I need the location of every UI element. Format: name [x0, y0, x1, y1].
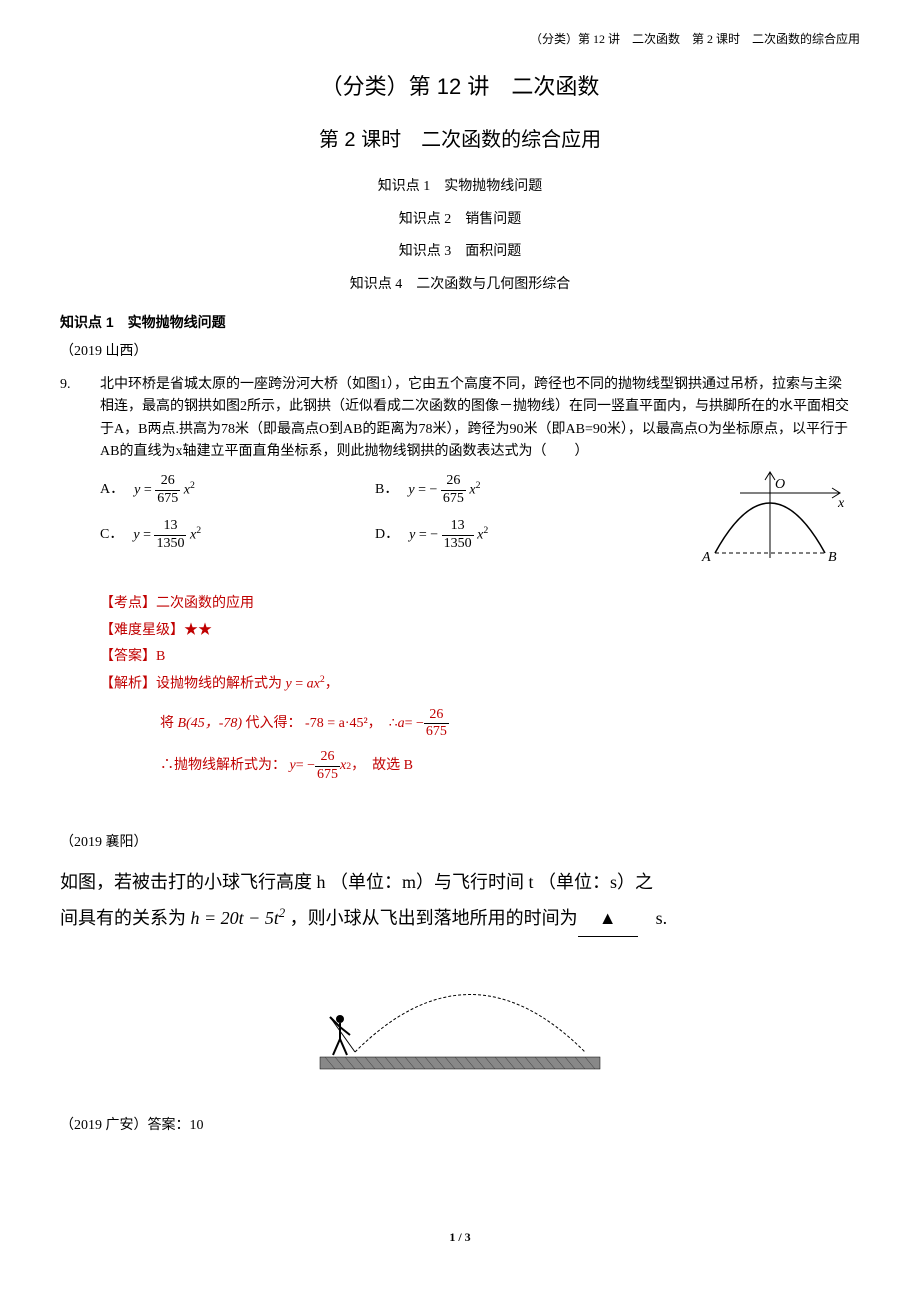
choice-c-num: 13	[154, 518, 186, 536]
xiangyang-line2-end: s.	[656, 908, 668, 928]
jiexi-eq1-mid: 代入得：	[246, 713, 302, 735]
golf-image	[60, 957, 860, 1085]
main-title: （分类）第 12 讲 二次函数	[60, 69, 860, 104]
solution-math: 将 B(45，-78) 代入得： -78 = a·45²， ∴ a = − 26…	[160, 707, 860, 784]
source-xiangyang: （2019 襄阳）	[60, 832, 860, 854]
problem-9-text: 北中环桥是省城太原的一座跨汾河大桥（如图1），它由五个高度不同，跨径也不同的抛物…	[100, 374, 850, 464]
daan: 【答案】B	[100, 646, 860, 668]
jiexi-eq1-post: ∴	[389, 713, 398, 735]
nandu: 【难度星级】★★	[100, 620, 860, 642]
graph-label-x: x	[837, 496, 845, 511]
choice-c: C． y = 131350 x2	[100, 518, 375, 553]
xiangyang-line2-pre: 间具有的关系为	[60, 908, 186, 928]
choice-d: D． y = − 131350 x2	[375, 518, 650, 553]
graph-label-o: O	[775, 477, 785, 492]
xiangyang-problem: 如图，若被击打的小球飞行高度 h （单位：m）与飞行时间 t （单位：s）之 间…	[60, 864, 860, 937]
source-guangan: （2019 广安）答案：10	[60, 1115, 860, 1137]
knowledge-point-3: 知识点 3 面积问题	[60, 241, 860, 263]
choice-b-num: 26	[441, 473, 466, 491]
jiexi-eq2-post: ， 故选 B	[351, 755, 413, 777]
jiexi-eq1-den: 675	[424, 724, 449, 741]
solution-block: 【考点】二次函数的应用 【难度星级】★★ 【答案】B 【解析】设抛物线的解析式为…	[100, 593, 860, 783]
choice-a-label: A．	[100, 479, 124, 501]
jiexi-eq1-num: 26	[424, 707, 449, 725]
xiangyang-line1: 如图，若被击打的小球飞行高度 h （单位：m）与飞行时间 t （单位：s）之	[60, 864, 860, 900]
choice-d-label: D．	[375, 524, 399, 546]
blank-triangle: ▲	[578, 900, 638, 937]
jiexi-label: 【解析】	[100, 677, 156, 692]
choice-c-den: 1350	[154, 536, 186, 553]
jiexi-eq2-pre: ∴抛物线解析式为：	[160, 755, 286, 777]
problem-body: 北中环桥是省城太原的一座跨汾河大桥（如图1），它由五个高度不同，跨径也不同的抛物…	[100, 374, 860, 584]
jiexi-eq1-eq: -78 = a·45²，	[305, 713, 382, 735]
source-shanxi: （2019 山西）	[60, 341, 860, 363]
choice-b: B． y = − 26675 x2	[375, 473, 650, 508]
choice-d-num: 13	[442, 518, 474, 536]
choice-a-den: 675	[155, 491, 180, 508]
choice-a-num: 26	[155, 473, 180, 491]
choice-d-den: 1350	[442, 536, 474, 553]
choice-b-den: 675	[441, 491, 466, 508]
choice-c-label: C．	[100, 524, 123, 546]
sub-title: 第 2 课时 二次函数的综合应用	[60, 124, 860, 156]
problem-9: 9. 北中环桥是省城太原的一座跨汾河大桥（如图1），它由五个高度不同，跨径也不同…	[60, 374, 860, 584]
problem-number: 9.	[60, 374, 100, 396]
knowledge-point-4: 知识点 4 二次函数与几何图形综合	[60, 274, 860, 296]
xiangyang-line2-post: ，则小球从飞出到落地所用的时间为	[290, 908, 578, 928]
graph-label-b: B	[828, 550, 837, 565]
jiexi-eq2-den: 675	[315, 767, 340, 784]
knowledge-point-2: 知识点 2 销售问题	[60, 209, 860, 231]
page-number: 1 / 3	[60, 1228, 860, 1247]
jiexi: 【解析】设抛物线的解析式为 y = ax2，	[100, 672, 860, 696]
section-heading-kp1: 知识点 1 实物抛物线问题	[60, 311, 860, 333]
kaodian: 【考点】二次函数的应用	[100, 593, 860, 615]
jiexi-eq2-num: 26	[315, 749, 340, 767]
choices: A． y = 26675 x2 B． y = − 26675 x2 C． y =…	[100, 473, 650, 562]
parabola-graph: O x A B	[700, 463, 850, 583]
choice-b-label: B．	[375, 479, 398, 501]
jiexi-eq1-pre: 将	[160, 713, 174, 735]
page-header: （分类）第 12 讲 二次函数 第 2 课时 二次函数的综合应用	[60, 30, 860, 49]
jiexi-text: 设抛物线的解析式为	[156, 677, 282, 692]
jiexi-eq1-b: B(45，-78)	[178, 713, 243, 735]
choice-a: A． y = 26675 x2	[100, 473, 375, 508]
knowledge-point-1: 知识点 1 实物抛物线问题	[60, 176, 860, 198]
graph-label-a: A	[701, 550, 711, 565]
